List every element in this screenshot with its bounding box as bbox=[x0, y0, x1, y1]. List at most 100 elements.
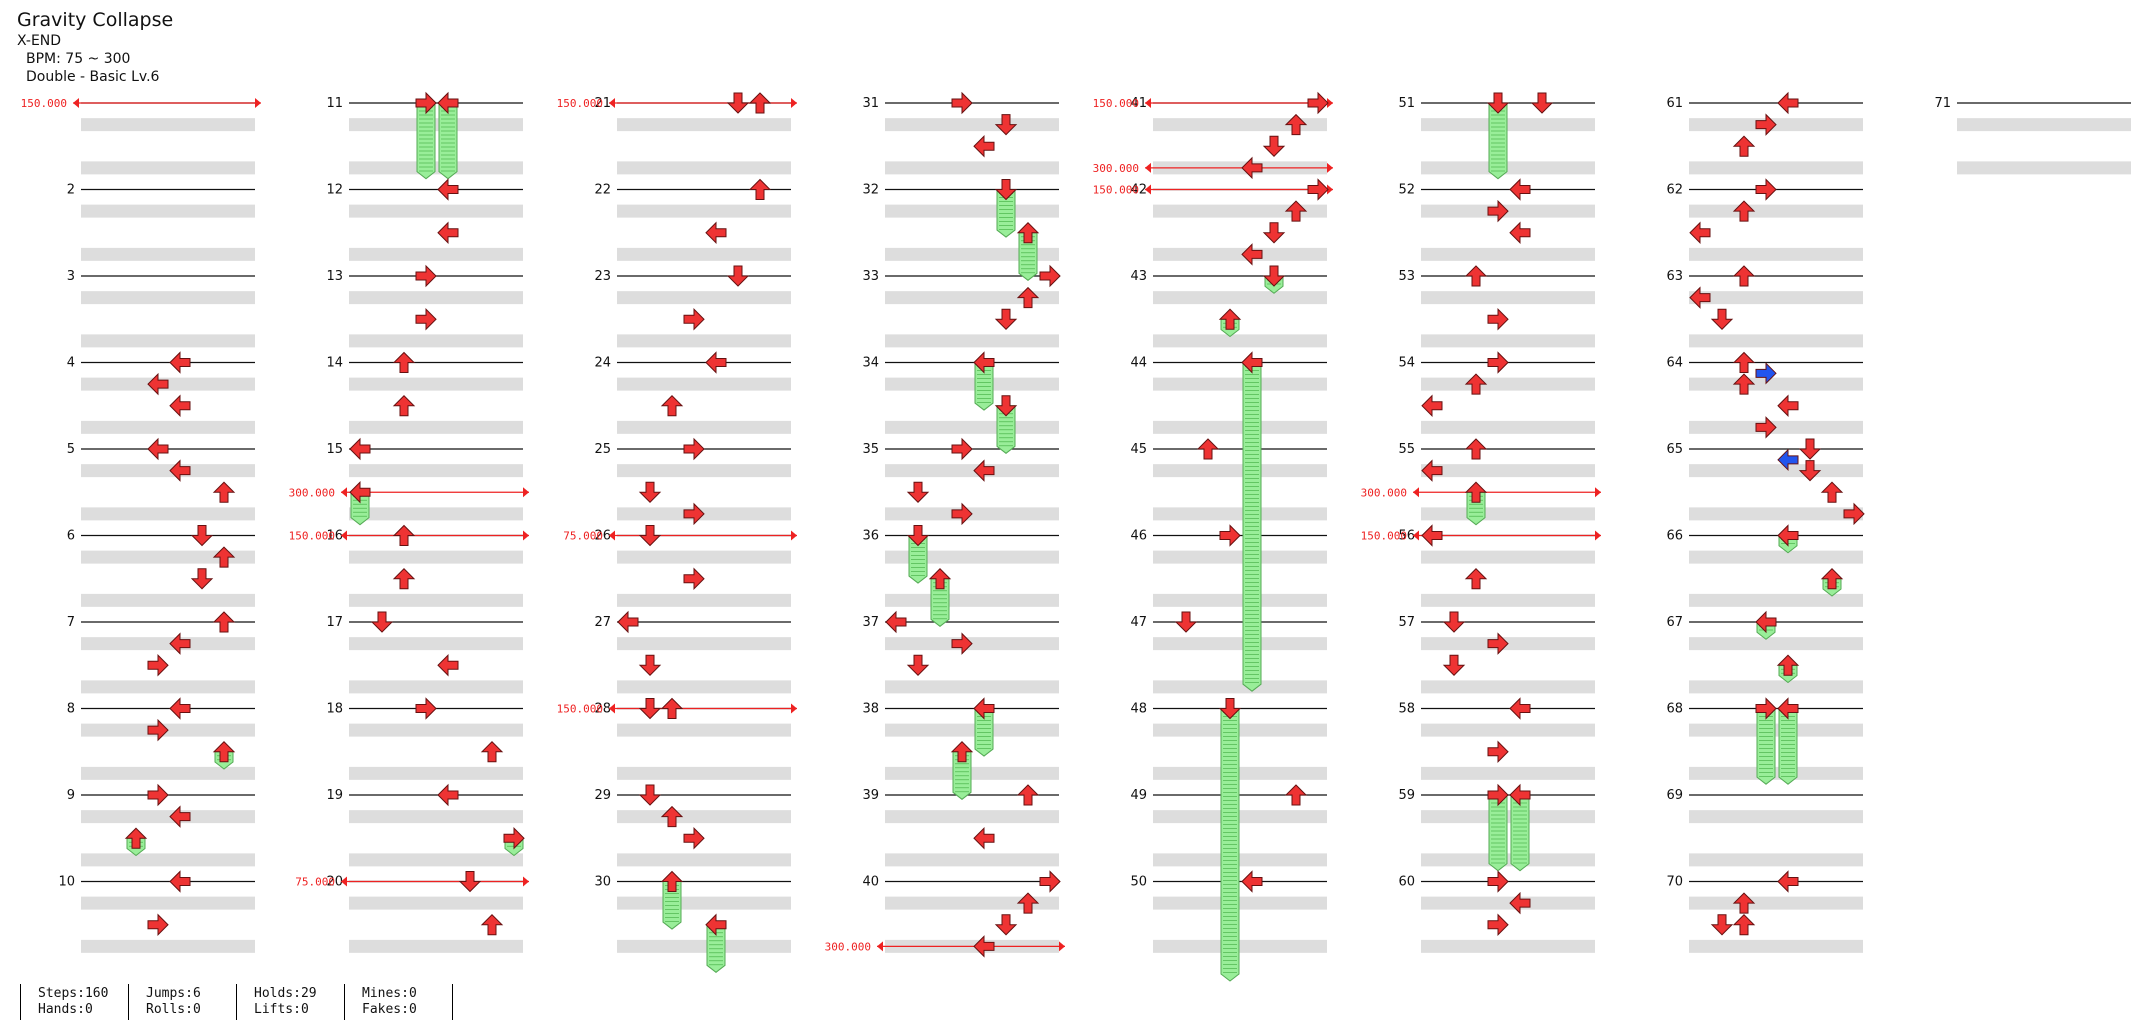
measure-number: 17 bbox=[326, 615, 343, 630]
beat-band bbox=[1153, 853, 1327, 867]
beat-band bbox=[1421, 550, 1595, 564]
beat-band bbox=[349, 810, 523, 824]
left-arrow-icon bbox=[437, 178, 459, 201]
right-arrow-icon bbox=[1755, 113, 1777, 136]
up-arrow-icon bbox=[392, 524, 416, 546]
up-arrow-icon bbox=[212, 481, 236, 503]
beat-band bbox=[885, 377, 1059, 391]
down-arrow-icon bbox=[994, 308, 1018, 330]
measure-number: 65 bbox=[1666, 442, 1683, 457]
stat-fakes: Fakes:0 bbox=[362, 1002, 417, 1017]
beat-band bbox=[81, 550, 255, 564]
left-arrow-icon bbox=[1509, 891, 1531, 915]
beat-band bbox=[1153, 377, 1327, 391]
bpm-marker-left bbox=[1413, 487, 1419, 498]
down-arrow-icon bbox=[1442, 654, 1466, 676]
left-arrow-icon bbox=[705, 351, 727, 374]
down-arrow-icon bbox=[1710, 308, 1734, 330]
stats-separator bbox=[452, 984, 453, 1020]
bpm-marker-left bbox=[1145, 184, 1151, 195]
bpm-marker-left bbox=[877, 941, 883, 952]
beat-band bbox=[1153, 723, 1327, 737]
up-arrow-icon bbox=[748, 178, 772, 200]
beat-band bbox=[349, 853, 523, 867]
right-arrow-icon bbox=[1039, 264, 1061, 288]
up-arrow-icon bbox=[480, 741, 504, 763]
left-arrow-icon bbox=[973, 351, 995, 374]
measure-number: 43 bbox=[1130, 269, 1147, 284]
measure-number: 46 bbox=[1130, 529, 1147, 544]
bpm-marker-right bbox=[1595, 487, 1601, 498]
down-arrow-icon bbox=[1262, 265, 1286, 287]
left-arrow-icon bbox=[1509, 178, 1531, 201]
right-arrow-icon bbox=[1307, 178, 1329, 201]
down-arrow-icon bbox=[726, 92, 750, 114]
beat-band bbox=[1153, 680, 1327, 694]
measure-number: 68 bbox=[1666, 702, 1683, 717]
beat-band bbox=[617, 723, 791, 737]
beat-band bbox=[1689, 464, 1863, 478]
measure-number: 57 bbox=[1398, 615, 1415, 630]
left-arrow-icon bbox=[169, 870, 191, 893]
left-arrow-icon bbox=[1421, 524, 1443, 547]
right-arrow-icon bbox=[1755, 362, 1777, 385]
right-arrow-icon bbox=[147, 783, 169, 807]
bpm-change-label: 300.000 bbox=[825, 940, 871, 953]
up-arrow-icon bbox=[1196, 438, 1220, 460]
down-arrow-icon bbox=[638, 698, 662, 720]
beat-band bbox=[617, 334, 791, 348]
beat-band bbox=[617, 939, 791, 953]
up-arrow-icon bbox=[1464, 438, 1488, 460]
measure-number: 33 bbox=[862, 269, 879, 284]
up-arrow-icon bbox=[748, 92, 772, 114]
left-arrow-icon bbox=[349, 437, 371, 461]
beat-band bbox=[1153, 896, 1327, 910]
left-arrow-icon bbox=[437, 783, 459, 807]
up-arrow-icon bbox=[660, 697, 684, 719]
measure-number: 71 bbox=[1934, 96, 1951, 111]
left-arrow-icon bbox=[1777, 91, 1799, 115]
beat-band bbox=[81, 939, 255, 953]
measure-number: 23 bbox=[594, 269, 611, 284]
right-arrow-icon bbox=[1487, 632, 1509, 655]
measure-number: 52 bbox=[1398, 183, 1415, 198]
down-arrow-icon bbox=[994, 114, 1018, 136]
song-artist: X-END bbox=[17, 33, 62, 49]
right-arrow-icon bbox=[1755, 178, 1777, 201]
measure-number: 55 bbox=[1398, 442, 1415, 457]
left-arrow-icon bbox=[1777, 448, 1799, 472]
right-arrow-icon bbox=[415, 91, 437, 115]
measure-number: 12 bbox=[326, 183, 343, 198]
left-arrow-icon bbox=[169, 805, 191, 828]
measure-number: 27 bbox=[594, 615, 611, 630]
up-arrow-icon bbox=[1820, 568, 1844, 590]
measure-number: 60 bbox=[1398, 875, 1415, 890]
beat-band bbox=[1421, 853, 1595, 867]
bpm-marker-right bbox=[1327, 162, 1333, 173]
measure-number: 51 bbox=[1398, 96, 1415, 111]
up-arrow-icon bbox=[1218, 308, 1242, 330]
right-arrow-icon bbox=[147, 654, 169, 677]
beat-band bbox=[885, 723, 1059, 737]
measure-number: 34 bbox=[862, 356, 879, 371]
beat-band bbox=[81, 161, 255, 175]
up-arrow-icon bbox=[1284, 200, 1308, 222]
up-arrow-icon bbox=[1464, 481, 1488, 503]
bpm-marker-right bbox=[1595, 530, 1601, 541]
left-arrow-icon bbox=[885, 610, 907, 634]
down-arrow-icon bbox=[994, 395, 1018, 417]
beat-band bbox=[1153, 334, 1327, 348]
beat-band bbox=[617, 896, 791, 910]
stats-separator bbox=[236, 984, 237, 1020]
bpm-marker-left bbox=[609, 98, 615, 108]
beat-band bbox=[885, 766, 1059, 780]
beat-band bbox=[617, 464, 791, 478]
left-arrow-icon bbox=[1241, 243, 1263, 266]
right-arrow-icon bbox=[951, 632, 973, 655]
left-arrow-icon bbox=[1241, 870, 1263, 893]
bpm-marker-left bbox=[73, 98, 79, 108]
beat-band bbox=[1153, 247, 1327, 261]
bpm-marker-left bbox=[1413, 530, 1419, 541]
measure-number: 15 bbox=[326, 442, 343, 457]
beat-band bbox=[1153, 810, 1327, 824]
